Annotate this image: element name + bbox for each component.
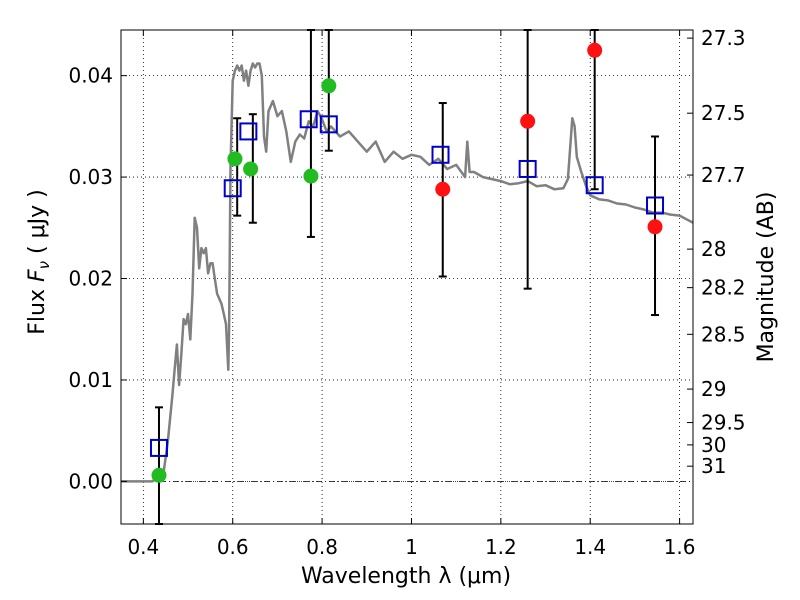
y-tick-label: 0.03	[68, 165, 113, 189]
y2-tick-label: 30	[701, 433, 726, 457]
error-bars	[154, 29, 660, 525]
data-point-square	[319, 115, 338, 134]
y2-tick-label: 29	[701, 377, 726, 401]
y-tick-label: 0.04	[68, 64, 113, 88]
data-point-circle	[435, 181, 451, 197]
y2-tick-label: 28	[701, 237, 726, 261]
y-tick-label: 0.01	[68, 368, 113, 392]
y-axis-label-prefix: Flux	[25, 282, 50, 335]
axis-ticks: 0.4 0.6 0.8 1 1.2 1.4 1.6 0.00 0.01 0.02 0.03 0.04 2…	[68, 26, 745, 559]
y2-tick-label: 27.5	[701, 101, 746, 125]
data-markers	[149, 42, 665, 483]
y-tick-label: 0.00	[68, 469, 113, 493]
y-axis-label-variable: F	[25, 269, 50, 282]
error-bar	[233, 117, 242, 217]
data-point-circle	[227, 151, 243, 167]
data-point-circle	[321, 78, 337, 94]
data-point-square	[149, 438, 168, 457]
y2-tick-label: 27.3	[701, 26, 746, 50]
data-point-square	[239, 122, 258, 141]
x-tick-label: 0.4	[127, 535, 159, 559]
y-axis-label: Flux Fν ( μJy )	[25, 189, 53, 334]
data-point-circle	[647, 219, 663, 235]
x-tick-label: 0.8	[306, 535, 338, 559]
data-point-square	[585, 176, 604, 195]
y-axis-label-subscript: ν	[35, 261, 53, 269]
x-tick-label: 1.6	[664, 535, 696, 559]
y2-tick-label: 28.5	[701, 322, 746, 346]
sed-model-line	[121, 62, 694, 483]
data-point-square	[518, 159, 537, 178]
y2-axis-label: Magnitude (AB)	[754, 192, 779, 363]
y2-tick-label: 29.5	[701, 411, 746, 435]
x-tick-label: 1.4	[574, 535, 606, 559]
data-point-circle	[520, 113, 536, 129]
y-tick-label: 0.02	[68, 267, 113, 291]
data-point-circle	[587, 42, 603, 58]
plot-frame	[120, 29, 694, 525]
x-axis-label: Wavelength λ (μm)	[301, 564, 511, 589]
data-point-circle	[303, 168, 319, 184]
data-point-square	[431, 145, 450, 164]
y-axis-label-suffix: ( μJy )	[25, 189, 50, 261]
x-tick-label: 1	[405, 535, 418, 559]
x-tick-label: 1.2	[485, 535, 517, 559]
data-point-square	[223, 179, 242, 198]
data-point-circle	[243, 161, 259, 177]
y2-tick-label: 27.7	[701, 163, 746, 187]
x-tick-label: 0.6	[217, 535, 249, 559]
data-point-square	[646, 196, 665, 215]
sed-model-curve	[121, 62, 694, 483]
data-point-circle	[151, 467, 167, 483]
data-point-square	[299, 110, 318, 129]
y2-tick-label: 28.2	[701, 276, 746, 300]
y2-tick-label: 31	[701, 454, 726, 478]
